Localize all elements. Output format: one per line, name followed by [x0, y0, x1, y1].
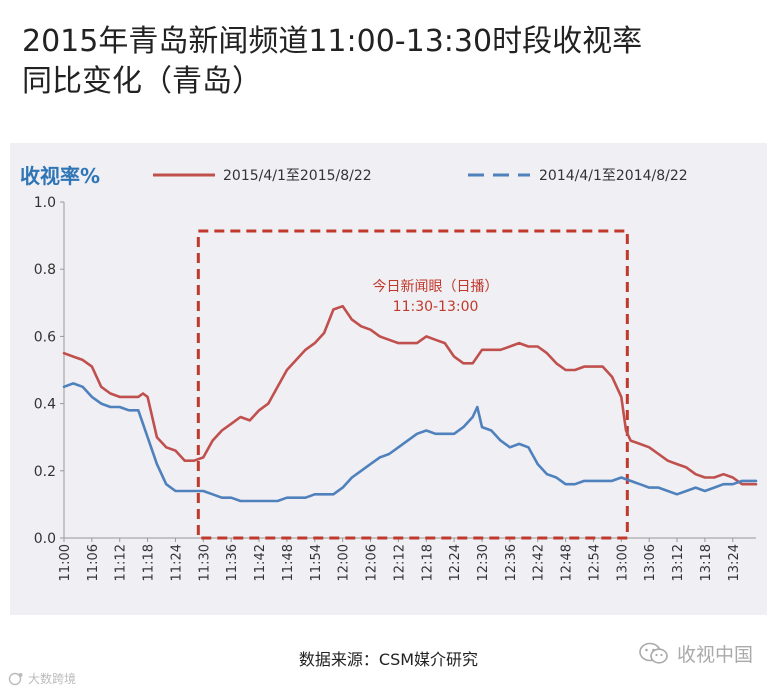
series-line-2	[62, 382, 758, 503]
wechat-icon	[639, 642, 668, 664]
x-tick-label: 12:42	[532, 544, 547, 581]
x-tick-label: 12:36	[504, 544, 519, 581]
x-tick-label: 11:42	[253, 544, 268, 581]
annotation-box	[196, 229, 629, 540]
x-tick-label: 12:00	[337, 544, 352, 581]
y-axis-label: 收视率%	[20, 164, 100, 188]
x-tick-label: 12:54	[587, 544, 602, 581]
watermark-right: 收视中国	[639, 640, 753, 667]
y-tick-label: 1.0	[34, 195, 56, 211]
x-tick-label: 11:48	[281, 544, 296, 581]
watermark-logo-icon	[8, 672, 23, 685]
x-tick-label: 13:12	[671, 544, 686, 581]
x-tick-label: 13:18	[699, 544, 714, 581]
chart-title: 2015年青岛新闻频道11:00-13:30时段收视率 同比变化（青岛）	[22, 22, 762, 102]
annotation-label-2: 11:30-13:00	[393, 299, 479, 315]
x-tick-label: 12:06	[365, 544, 380, 581]
annotation-label-1: 今日新闻眼（日播）	[373, 279, 499, 295]
watermark-right-text: 收视中国	[676, 644, 753, 666]
legend-label-1: 2015/4/1至2015/8/22	[223, 168, 372, 184]
x-tick-label: 13:00	[615, 544, 630, 581]
x-tick-label: 11:12	[114, 544, 129, 581]
y-tick-label: 0.0	[34, 531, 56, 547]
x-tick-label: 13:06	[643, 544, 658, 581]
chart-panel: 收视率% 0.0 0.2 0.4 0.6 0.8 1.0 11:00 11:06 11:12 11:…	[10, 143, 767, 615]
series-line-1	[62, 304, 758, 486]
title-line-2: 同比变化（青岛）	[22, 64, 262, 99]
x-tick-label: 12:12	[392, 544, 407, 581]
watermark-left: 大数跨境	[8, 670, 76, 687]
x-tick-label: 11:06	[86, 544, 101, 581]
x-tick-label: 11:36	[225, 544, 240, 581]
legend-label-2: 2014/4/1至2014/8/22	[539, 168, 688, 184]
x-tick-label: 11:18	[142, 544, 157, 581]
title-line-1: 2015年青岛新闻频道11:00-13:30时段收视率	[22, 24, 643, 59]
x-tick-label: 11:30	[197, 544, 212, 581]
y-tick-label: 0.4	[34, 397, 56, 413]
x-tick-label: 11:54	[309, 544, 324, 581]
data-source-note: 数据来源：CSM媒介研究	[298, 650, 479, 669]
x-tick-label: 11:24	[169, 544, 184, 581]
x-tick-label: 13:24	[727, 544, 742, 581]
y-tick-label: 0.8	[34, 262, 56, 278]
y-tick-label: 0.6	[34, 329, 56, 345]
y-tick-label: 0.2	[34, 464, 56, 480]
line-chart: 收视率% 0.0 0.2 0.4 0.6 0.8 1.0 11:00 11:06 11:12 11:…	[20, 164, 758, 581]
x-tick-label: 12:18	[420, 544, 435, 581]
x-tick-label: 12:24	[448, 544, 463, 581]
watermark-left-text: 大数跨境	[28, 672, 77, 686]
x-tick-label: 12:30	[476, 544, 491, 581]
x-tick-label: 11:00	[58, 544, 73, 581]
x-tick-label: 12:48	[560, 544, 575, 581]
